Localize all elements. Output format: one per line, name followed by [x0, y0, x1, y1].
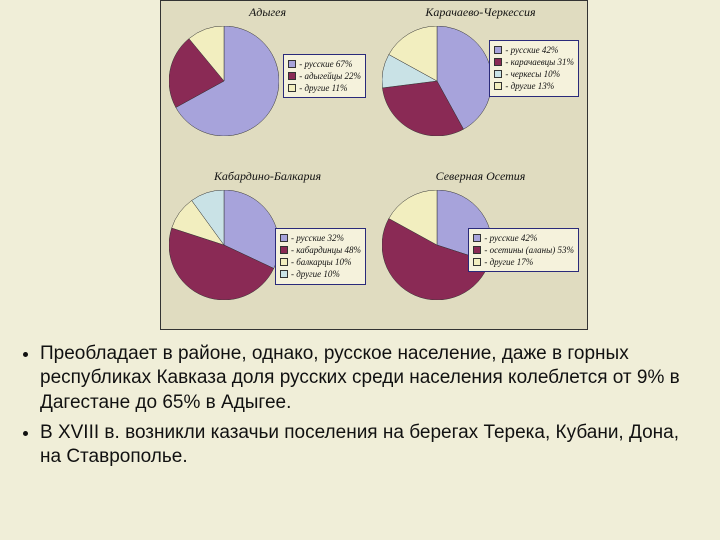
legend-swatch	[494, 82, 502, 90]
legend-row: - русские 67%	[288, 58, 361, 70]
chart-cell: Карачаево-Черкессия - русские 42%- карача…	[374, 1, 587, 165]
chart-cell: Кабардино-Балкария - русские 32%- кабарди…	[161, 165, 374, 329]
legend-row: - русские 42%	[494, 44, 574, 56]
legend-swatch	[494, 46, 502, 54]
legend: - русские 67%- адыгейцы 22%- другие 11%	[283, 54, 366, 98]
legend: - русские 32%- кабардинцы 48%- балкарцы …	[275, 228, 366, 285]
legend-row: - кабардинцы 48%	[280, 244, 361, 256]
chart-title: Карачаево-Черкессия	[378, 5, 583, 20]
legend-label: - кабардинцы 48%	[291, 244, 361, 256]
bullet-item: В XVIII в. возникли казачьи поселения на…	[40, 421, 700, 470]
legend-swatch	[280, 234, 288, 242]
bullet-item: Преобладает в районе, однако, русское на…	[40, 342, 700, 415]
legend-swatch	[473, 246, 481, 254]
legend-row: - другие 11%	[288, 82, 361, 94]
legend-row: - балкарцы 10%	[280, 256, 361, 268]
legend-row: - другие 13%	[494, 80, 574, 92]
legend-swatch	[494, 58, 502, 66]
legend-swatch	[280, 270, 288, 278]
chart-title: Адыгея	[165, 5, 370, 20]
legend-label: - адыгейцы 22%	[299, 70, 361, 82]
legend-label: - русские 32%	[291, 232, 344, 244]
legend-row: - осетины (аланы) 53%	[473, 244, 574, 256]
legend: - русские 42%- осетины (аланы) 53%- друг…	[468, 228, 579, 272]
legend-label: - русские 42%	[505, 44, 558, 56]
pie-chart	[169, 26, 279, 141]
legend-label: - осетины (аланы) 53%	[484, 244, 574, 256]
legend-label: - черкесы 10%	[505, 68, 560, 80]
legend-swatch	[473, 258, 481, 266]
pie-chart	[382, 26, 492, 141]
bullet-list: Преобладает в районе, однако, русское на…	[20, 342, 700, 476]
legend-swatch	[494, 70, 502, 78]
chart-title: Северная Осетия	[378, 169, 583, 184]
chart-title: Кабардино-Балкария	[165, 169, 370, 184]
legend-row: - другие 17%	[473, 256, 574, 268]
legend-label: - русские 67%	[299, 58, 352, 70]
legend: - русские 42%- карачаевцы 31%- черкесы 1…	[489, 40, 579, 97]
legend-row: - черкесы 10%	[494, 68, 574, 80]
legend-swatch	[280, 246, 288, 254]
legend-label: - другие 11%	[299, 82, 347, 94]
charts-panel: Адыгея- русские 67%- адыгейцы 22%- други…	[160, 0, 588, 330]
legend-swatch	[288, 84, 296, 92]
legend-label: - карачаевцы 31%	[505, 56, 574, 68]
legend-label: - другие 13%	[505, 80, 554, 92]
chart-cell: Северная Осетия - русские 42%- осетины (а…	[374, 165, 587, 329]
chart-cell: Адыгея - русские 67%- адыгейцы 22%- други…	[161, 1, 374, 165]
legend-row: - адыгейцы 22%	[288, 70, 361, 82]
legend-label: - другие 10%	[291, 268, 340, 280]
legend-row: - русские 32%	[280, 232, 361, 244]
legend-swatch	[288, 72, 296, 80]
legend-label: - другие 17%	[484, 256, 533, 268]
legend-row: - карачаевцы 31%	[494, 56, 574, 68]
pie-chart	[169, 190, 279, 305]
legend-row: - другие 10%	[280, 268, 361, 280]
legend-swatch	[288, 60, 296, 68]
legend-label: - русские 42%	[484, 232, 537, 244]
legend-swatch	[280, 258, 288, 266]
legend-row: - русские 42%	[473, 232, 574, 244]
legend-swatch	[473, 234, 481, 242]
legend-label: - балкарцы 10%	[291, 256, 352, 268]
